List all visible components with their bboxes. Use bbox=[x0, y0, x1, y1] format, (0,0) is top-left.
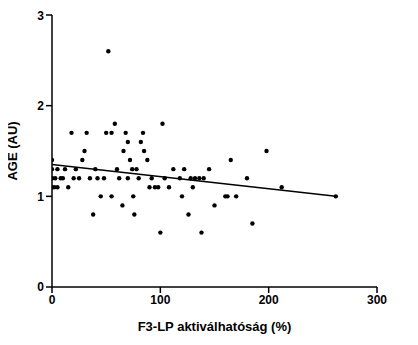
svg-text:300: 300 bbox=[367, 293, 387, 307]
svg-text:100: 100 bbox=[150, 293, 170, 307]
svg-text:AGE (AU): AGE (AU) bbox=[8, 121, 20, 180]
svg-text:2: 2 bbox=[37, 99, 44, 113]
svg-text:1: 1 bbox=[37, 190, 44, 204]
svg-text:F3-LP aktiválhatóság (%): F3-LP aktiválhatóság (%) bbox=[138, 319, 292, 334]
svg-text:0: 0 bbox=[37, 280, 44, 294]
svg-text:200: 200 bbox=[259, 293, 279, 307]
svg-text:3: 3 bbox=[37, 9, 44, 23]
svg-text:0: 0 bbox=[49, 293, 56, 307]
